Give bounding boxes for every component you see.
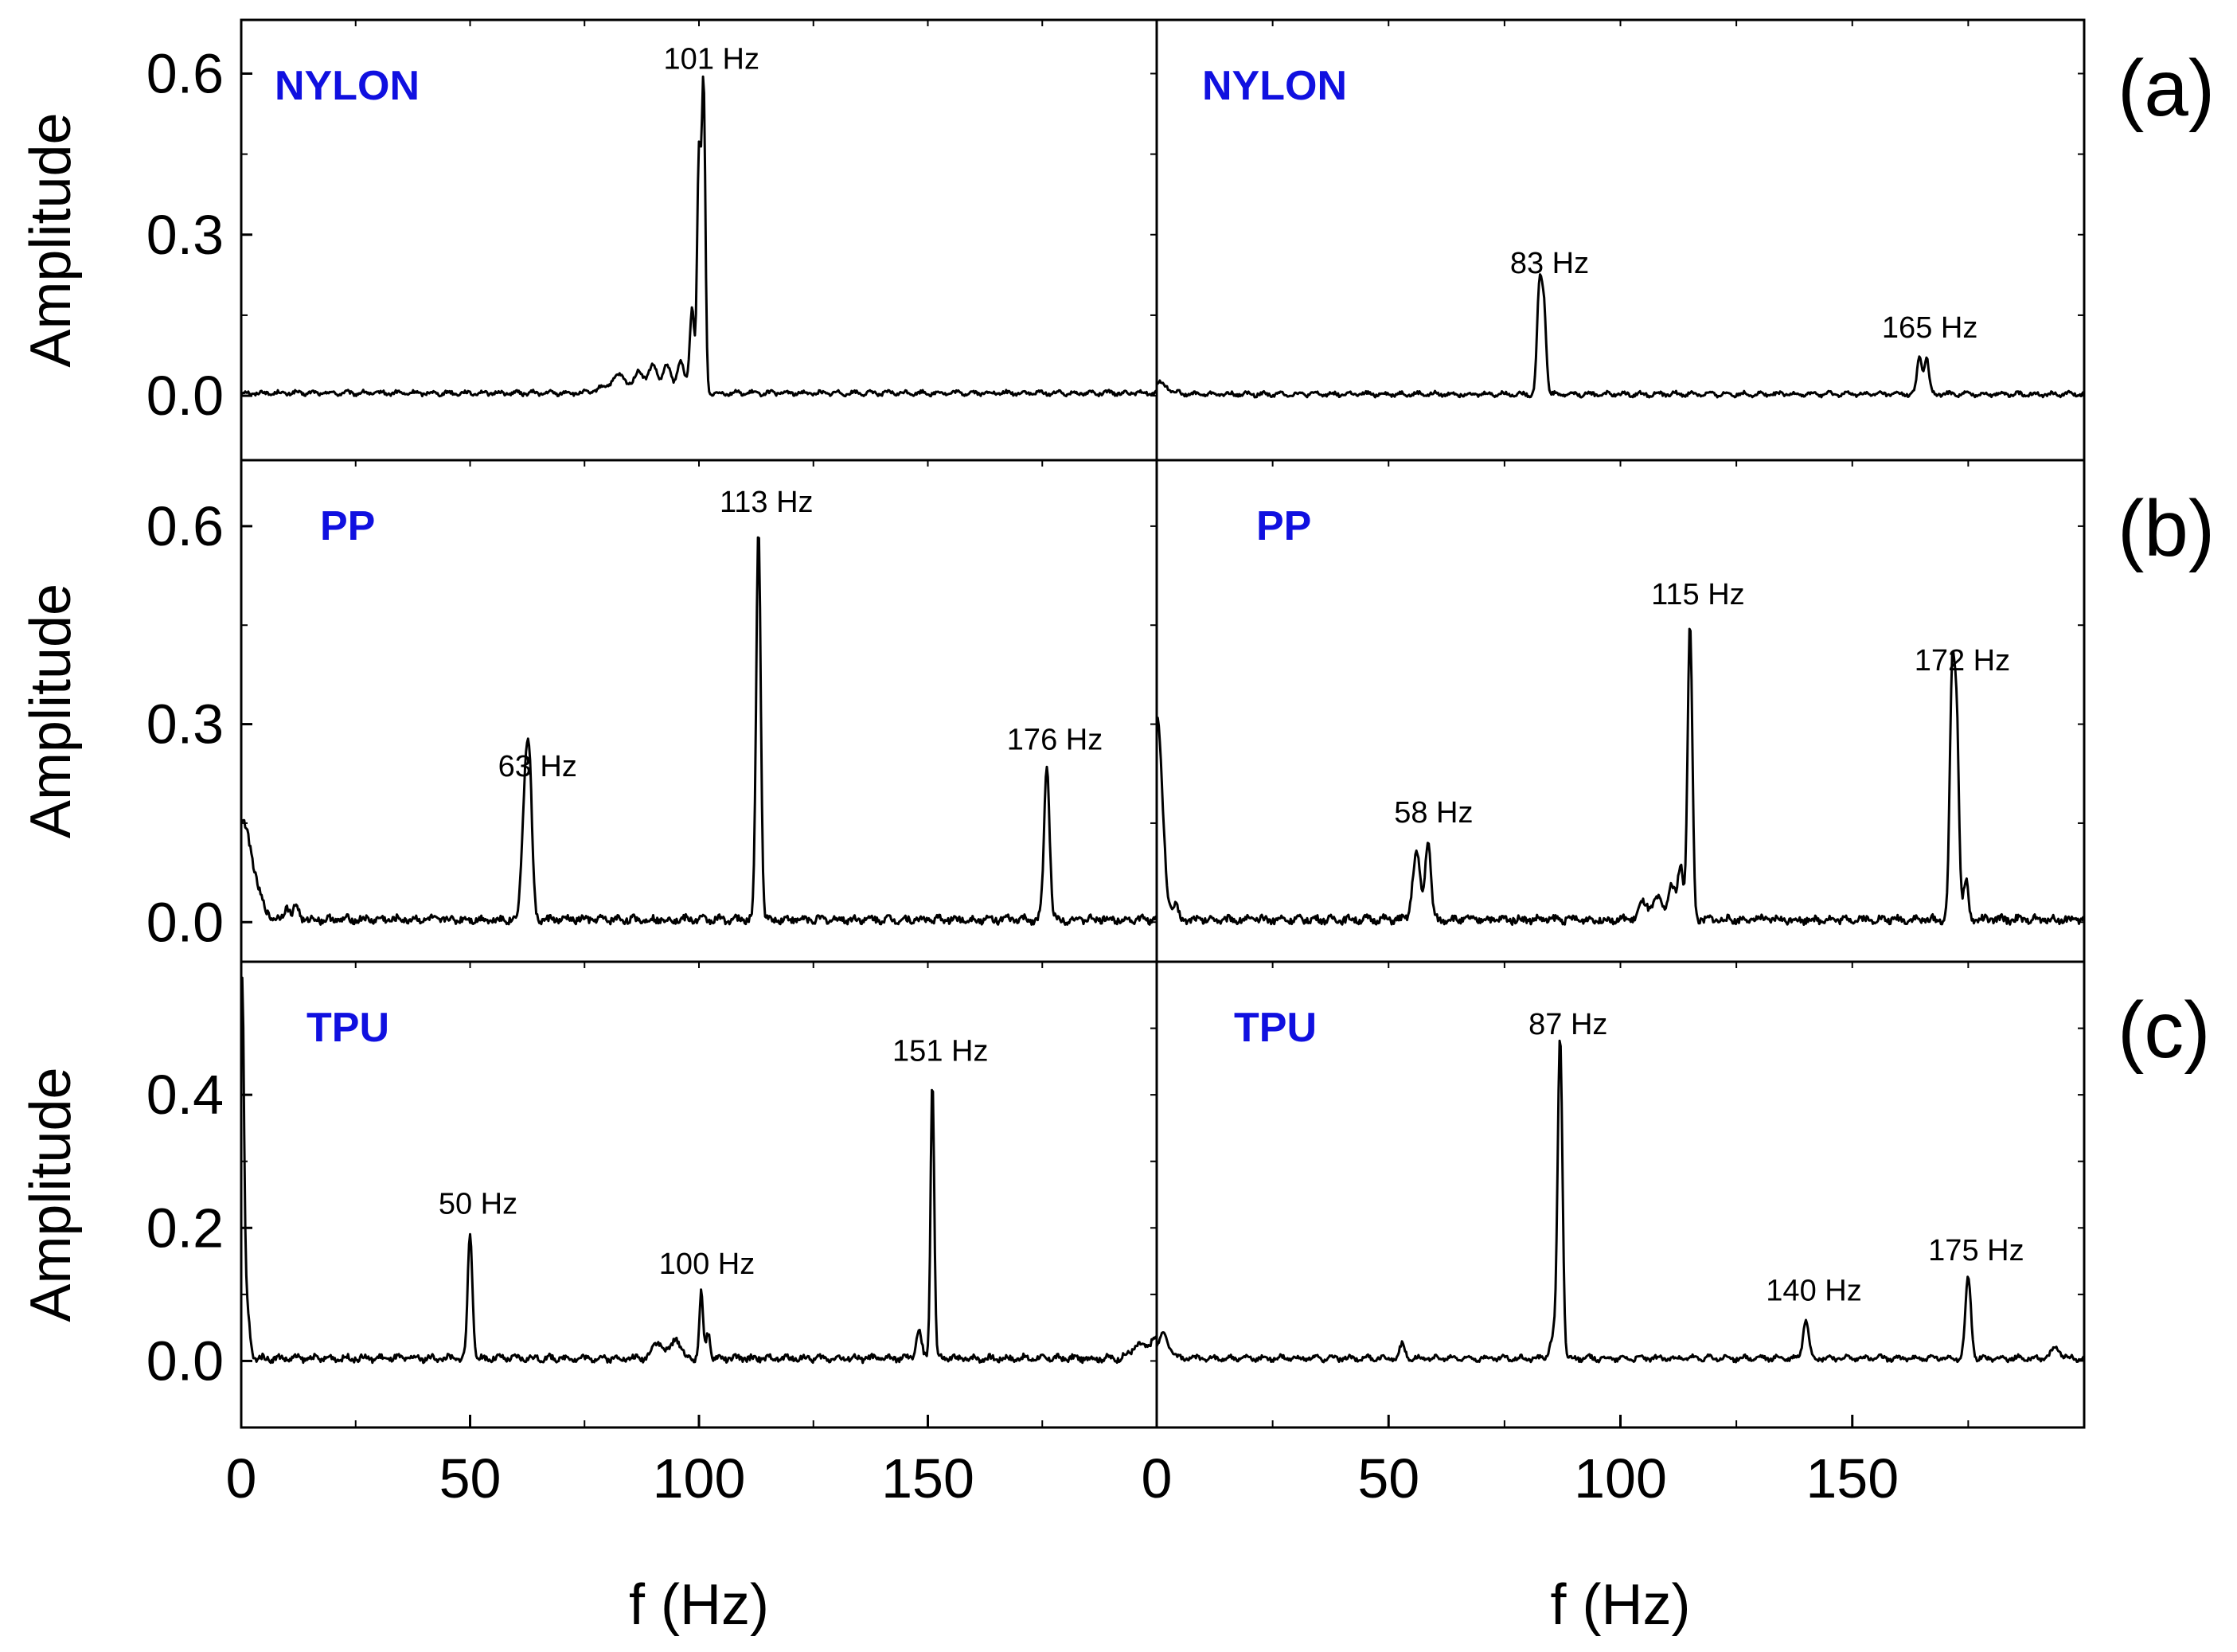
peak-label: 175 Hz	[1928, 1234, 2024, 1267]
peak-label: 140 Hz	[1766, 1274, 1861, 1307]
peak-label: 87 Hz	[1528, 1008, 1607, 1041]
peak-label: 165 Hz	[1882, 311, 1977, 345]
y-tick-label: 0.6	[146, 42, 224, 104]
y-tick-label: 0.0	[146, 365, 224, 427]
x-tick-label: 50	[439, 1447, 502, 1509]
peak-label: 63 Hz	[498, 750, 577, 783]
material-label: TPU	[1234, 1005, 1317, 1051]
spectrum-line-0-1	[1155, 273, 2085, 399]
peak-label: 115 Hz	[1651, 578, 1745, 611]
spectrum-line-2-1	[1155, 1039, 2086, 1364]
y-axis-title: Amplitude	[19, 112, 83, 367]
row-tag: (b)	[2118, 484, 2215, 573]
spectrum-line-1-1	[1156, 627, 2085, 926]
peak-label: 83 Hz	[1510, 247, 1589, 280]
spectrum-line-2-0	[240, 976, 1158, 1365]
y-axis-title: Amplitude	[19, 1067, 83, 1322]
x-tick-label: 100	[1574, 1447, 1667, 1509]
material-label: NYLON	[1202, 63, 1347, 109]
x-tick-label: 50	[1357, 1447, 1419, 1509]
material-label: TPU	[306, 1005, 389, 1051]
material-label: PP	[1256, 503, 1311, 549]
x-tick-label: 100	[653, 1447, 746, 1509]
x-axis-title: f (Hz)	[1551, 1573, 1691, 1637]
row-tag: (a)	[2118, 44, 2215, 133]
y-tick-label: 0.0	[146, 1330, 224, 1392]
y-tick-label: 0.4	[146, 1064, 224, 1126]
x-tick-label: 0	[226, 1447, 257, 1509]
panel-frame-1-0	[240, 459, 1158, 963]
y-tick-label: 0.3	[146, 204, 224, 266]
spectrum-line-0-0	[240, 75, 1158, 398]
y-tick-label: 0.6	[146, 495, 224, 557]
peak-label: 172 Hz	[1915, 644, 2010, 678]
peak-label: 101 Hz	[664, 43, 759, 76]
peak-label: 176 Hz	[1007, 724, 1103, 757]
x-tick-label: 150	[1806, 1447, 1899, 1509]
peak-label: 58 Hz	[1394, 796, 1473, 830]
peak-label: 113 Hz	[720, 486, 814, 519]
spectrum-line-1-0	[240, 536, 1158, 926]
peak-label: 50 Hz	[439, 1188, 517, 1221]
y-tick-label: 0.0	[146, 891, 224, 953]
material-label: PP	[320, 503, 375, 549]
peak-label: 151 Hz	[892, 1034, 988, 1068]
x-axis-title: f (Hz)	[629, 1573, 769, 1637]
y-axis-title: Amplitude	[19, 584, 83, 838]
material-label: NYLON	[275, 63, 420, 109]
x-tick-label: 150	[881, 1447, 974, 1509]
peak-label: 100 Hz	[659, 1248, 755, 1281]
y-tick-label: 0.2	[146, 1197, 224, 1259]
row-tag: (c)	[2118, 986, 2211, 1075]
x-tick-label: 0	[1142, 1447, 1173, 1509]
y-tick-label: 0.3	[146, 693, 224, 756]
